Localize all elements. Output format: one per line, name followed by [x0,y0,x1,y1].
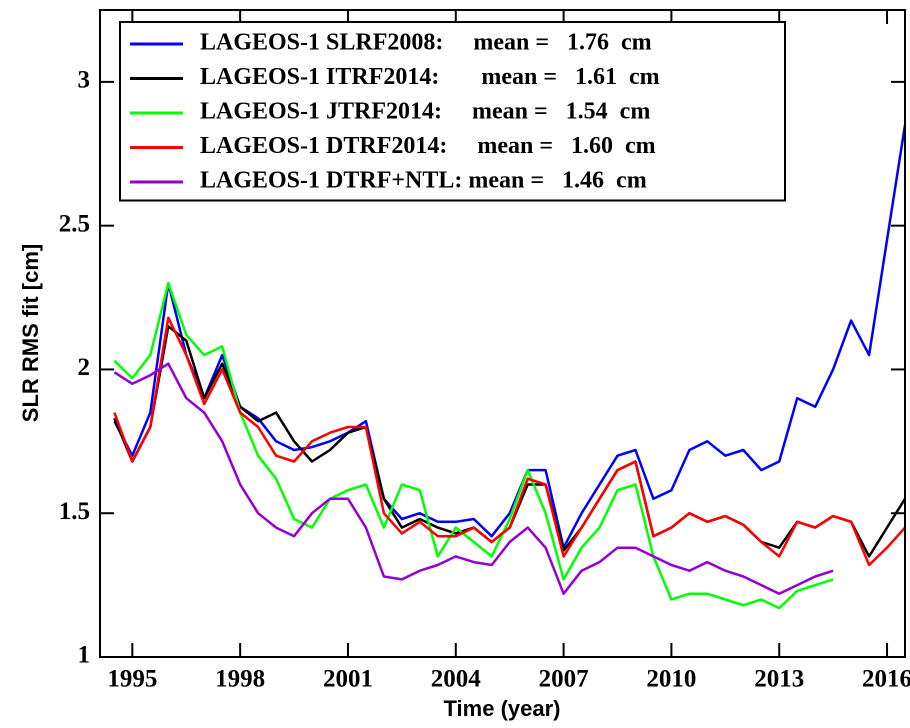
y-tick-label: 3 [78,67,91,94]
plot-frame [99,9,906,658]
x-tick-label: 2001 [323,666,373,693]
legend-box [119,21,786,202]
series-line [113,325,907,558]
series-line [113,281,834,610]
y-tick-label: 2 [78,354,91,381]
x-tick-label: 2004 [431,666,482,693]
x-tick-label: 2007 [539,666,589,693]
x-tick-label: 2013 [754,666,804,693]
x-tick-label: 1995 [107,666,157,693]
y-tick-label: 2.5 [59,210,90,237]
y-tick-label: 1.5 [59,498,90,525]
legend-label: LAGEOS-1 SLRF2008: mean = 1.76 cm [200,30,652,56]
x-tick-label: 1998 [215,666,265,693]
x-axis-label: Time (year) [444,696,561,721]
legend-label: LAGEOS-1 JTRF2014: mean = 1.54 cm [200,99,650,125]
series-line [113,362,834,595]
legend-label: LAGEOS-1 ITRF2014: mean = 1.61 cm [200,64,660,90]
x-tick-label: 2010 [646,666,696,693]
legend-label: LAGEOS-1 DTRF+NTL: mean = 1.46 cm [200,168,647,194]
series-line [113,316,906,567]
y-tick-label: 1 [78,642,91,669]
legend: LAGEOS-1 SLRF2008: mean = 1.76 cm LAGEOS-… [119,21,786,202]
x-tick-label: 2016 [862,666,910,693]
legend-label: LAGEOS-1 DTRF2014: mean = 1.60 cm [200,133,656,159]
y-axis-label: SLR RMS fit [cm] [18,244,43,422]
